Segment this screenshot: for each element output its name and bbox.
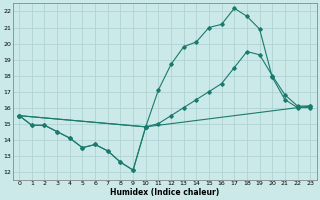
X-axis label: Humidex (Indice chaleur): Humidex (Indice chaleur) (110, 188, 219, 197)
